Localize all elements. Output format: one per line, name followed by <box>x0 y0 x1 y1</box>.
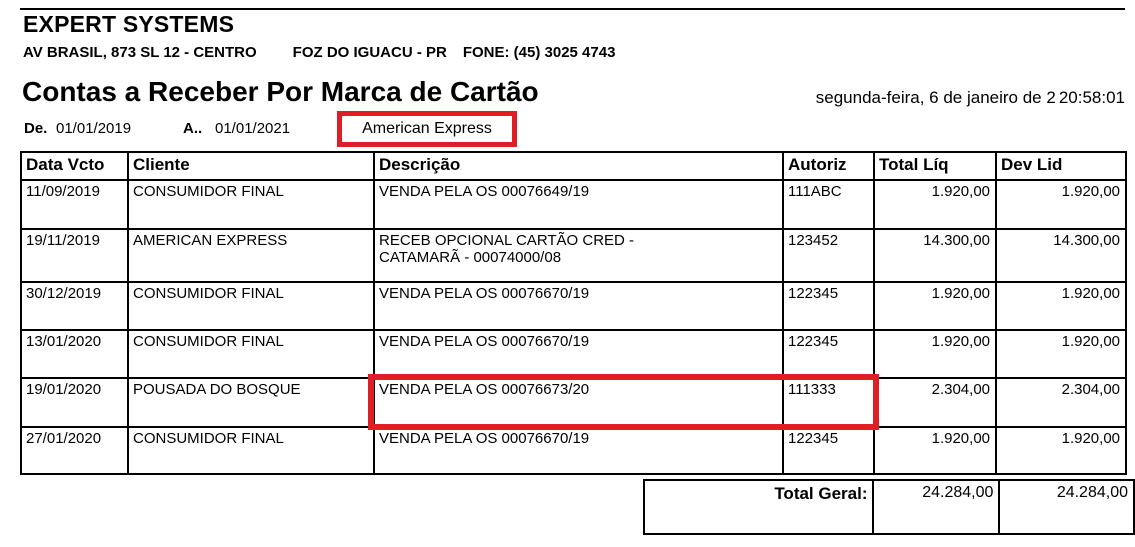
grand-total-label: Total Geral: <box>643 479 874 535</box>
table-row-highlighted: 19/01/2020 POUSADA DO BOSQUE VENDA PELA … <box>20 377 1127 428</box>
cell-total-liq: 1.920,00 <box>873 329 997 379</box>
receivables-table: Data Vcto Cliente Descrição Autoriz Tota… <box>20 151 1127 475</box>
cell-total-liq: 14.300,00 <box>873 228 997 283</box>
grand-total-liq: 24.284,00 <box>871 479 1001 535</box>
table-row: 19/11/2019 AMERICAN EXPRESS RECEB OPCION… <box>20 228 1127 283</box>
cell-dev-lid: 1.920,00 <box>995 281 1127 331</box>
company-address-line: AV BRASIL, 873 SL 12 - CENTRO FOZ DO IGUA… <box>23 44 615 61</box>
table-row: 13/01/2020 CONSUMIDOR FINAL VENDA PELA O… <box>20 329 1127 379</box>
report-date: segunda-feira, 6 de janeiro de 2 <box>815 88 1056 107</box>
company-address: AV BRASIL, 873 SL 12 - CENTRO <box>23 44 257 61</box>
cell-autoriz: 123452 <box>782 228 875 283</box>
cell-autoriz: 122345 <box>782 329 875 379</box>
table-row: 30/12/2019 CONSUMIDOR FINAL VENDA PELA O… <box>20 281 1127 331</box>
col-header-dev-lid: Dev Lid <box>995 151 1127 181</box>
card-brand-value: American Express <box>362 120 492 137</box>
col-header-descricao: Descrição <box>373 151 784 181</box>
cell-descricao: VENDA PELA OS 00076670/19 <box>373 281 784 331</box>
card-brand-highlight-box: American Express <box>337 111 517 147</box>
cell-cliente: CONSUMIDOR FINAL <box>127 426 375 475</box>
cell-data-vcto: 30/12/2019 <box>20 281 129 331</box>
cell-descricao: VENDA PELA OS 00076670/19 <box>373 426 784 475</box>
company-phone: FONE: (45) 3025 4743 <box>462 44 616 61</box>
cell-total-liq: 1.920,00 <box>873 426 997 475</box>
cell-dev-lid: 1.920,00 <box>995 179 1127 230</box>
col-header-total-liq: Total Líq <box>873 151 997 181</box>
cell-data-vcto: 13/01/2020 <box>20 329 129 379</box>
filter-to-label: A.. <box>183 120 203 137</box>
cell-dev-lid: 14.300,00 <box>995 228 1127 283</box>
cell-data-vcto: 11/09/2019 <box>20 179 129 230</box>
cell-descricao: RECEB OPCIONAL CARTÃO CRED - CATAMARÃ - … <box>373 228 784 283</box>
top-divider <box>20 8 1125 10</box>
table-row: 27/01/2020 CONSUMIDOR FINAL VENDA PELA O… <box>20 426 1127 475</box>
cell-cliente: CONSUMIDOR FINAL <box>127 281 375 331</box>
cell-autoriz: 111ABC <box>782 179 875 230</box>
filter-from-label: De. <box>24 120 48 137</box>
cell-cliente: CONSUMIDOR FINAL <box>127 329 375 379</box>
cell-total-liq: 2.304,00 <box>873 377 997 428</box>
cell-cliente: CONSUMIDOR FINAL <box>127 179 375 230</box>
cell-dev-lid: 1.920,00 <box>995 329 1127 379</box>
grand-total-box: Total Geral: 24.284,00 24.284,00 <box>643 479 1135 535</box>
table-header-row: Data Vcto Cliente Descrição Autoriz Tota… <box>20 151 1127 181</box>
cell-dev-lid: 1.920,00 <box>995 426 1127 475</box>
table-row: 11/09/2019 CONSUMIDOR FINAL VENDA PELA O… <box>20 179 1127 230</box>
grand-total-row: Total Geral: 24.284,00 24.284,00 <box>643 479 1135 535</box>
cell-data-vcto: 27/01/2020 <box>20 426 129 475</box>
col-header-cliente: Cliente <box>127 151 375 181</box>
cell-total-liq: 1.920,00 <box>873 179 997 230</box>
report-time: 20:58:01 <box>1058 88 1125 107</box>
cell-descricao: VENDA PELA OS 00076673/20 <box>373 377 784 428</box>
col-header-data-vcto: Data Vcto <box>20 151 129 181</box>
cell-dev-lid: 2.304,00 <box>995 377 1127 428</box>
cell-autoriz: 111333 <box>782 377 875 428</box>
company-city: FOZ DO IGUACU - PR <box>292 44 447 61</box>
grand-total-dev-lid: 24.284,00 <box>998 479 1135 535</box>
page-title: Contas a Receber Por Marca de Cartão <box>22 76 539 107</box>
cell-data-vcto: 19/11/2019 <box>20 228 129 283</box>
cell-descricao: VENDA PELA OS 00076670/19 <box>373 329 784 379</box>
cell-cliente: POUSADA DO BOSQUE <box>127 377 375 428</box>
cell-data-vcto: 19/01/2020 <box>20 377 129 428</box>
company-name: EXPERT SYSTEMS <box>23 11 235 37</box>
cell-descricao: VENDA PELA OS 00076649/19 <box>373 179 784 230</box>
cell-cliente: AMERICAN EXPRESS <box>127 228 375 283</box>
filter-to-value: 01/01/2021 <box>215 120 291 137</box>
report-datetime: segunda-feira, 6 de janeiro de 2 20:58:01 <box>816 88 1125 108</box>
col-header-autoriz: Autoriz <box>782 151 875 181</box>
cell-autoriz: 122345 <box>782 426 875 475</box>
cell-total-liq: 1.920,00 <box>873 281 997 331</box>
filter-from-value: 01/01/2019 <box>56 120 132 137</box>
cell-autoriz: 122345 <box>782 281 875 331</box>
